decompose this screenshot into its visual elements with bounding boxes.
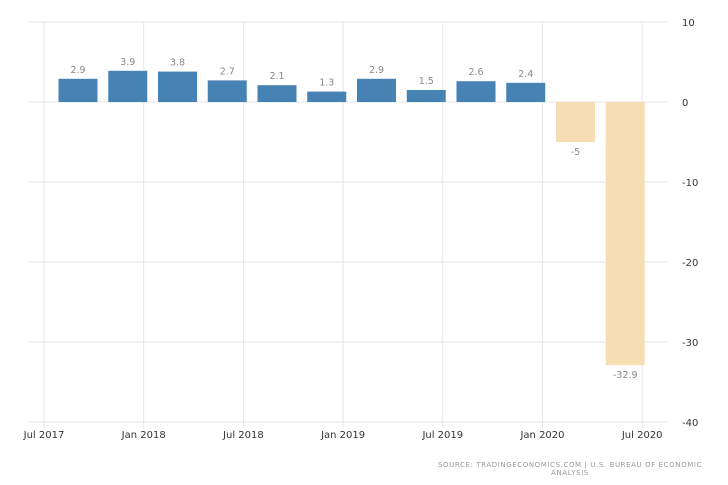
source-note: SOURCE: TRADINGECONOMICS.COM | U.S. BURE… [437, 461, 703, 477]
y-tick-label: -40 [682, 418, 698, 429]
bar [406, 90, 446, 102]
data-label: 2.7 [220, 66, 235, 77]
y-tick-label: -10 [682, 178, 698, 189]
y-tick-label: 0 [682, 98, 688, 109]
bar [108, 70, 148, 102]
x-tick-label: Jul 2019 [421, 430, 463, 441]
bar [605, 102, 645, 366]
data-label: 2.1 [269, 71, 284, 82]
y-tick-label: -30 [682, 338, 698, 349]
y-tick-label: -20 [682, 258, 698, 269]
bar [506, 82, 546, 102]
x-tick-label: Jan 2019 [320, 430, 365, 441]
x-tick-label: Jan 2020 [519, 430, 564, 441]
data-label: 1.3 [319, 78, 334, 89]
bar [158, 71, 197, 102]
data-label: 2.4 [518, 69, 533, 80]
bar [207, 80, 247, 102]
y-tick-label: 10 [682, 18, 695, 29]
x-tick-label: Jul 2018 [222, 430, 264, 441]
bar [307, 91, 347, 102]
x-tick-label: Jul 2017 [23, 430, 65, 441]
data-label: 2.6 [468, 67, 483, 78]
bar [257, 85, 297, 102]
data-label: 2.9 [70, 65, 85, 76]
data-label: -32.9 [613, 370, 638, 381]
data-label: 1.5 [419, 76, 434, 87]
data-label: 2.9 [369, 65, 384, 76]
bar [357, 78, 396, 102]
data-label: 3.8 [170, 58, 185, 69]
data-label: -5 [571, 147, 580, 158]
x-tick-label: Jan 2018 [121, 430, 166, 441]
bar [556, 102, 595, 142]
bar [58, 78, 98, 102]
bar [456, 81, 496, 102]
x-tick-label: Jul 2020 [621, 430, 663, 441]
data-label: 3.9 [120, 57, 135, 68]
